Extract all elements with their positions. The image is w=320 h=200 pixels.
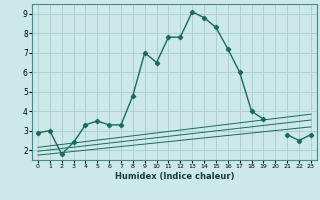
X-axis label: Humidex (Indice chaleur): Humidex (Indice chaleur) [115, 172, 234, 181]
